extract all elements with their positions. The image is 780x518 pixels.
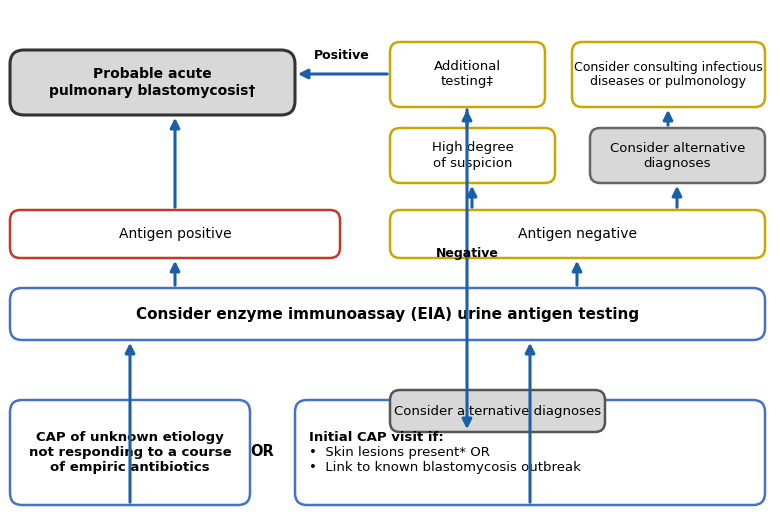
FancyBboxPatch shape <box>590 128 765 183</box>
Text: Probable acute
pulmonary blastomycosis†: Probable acute pulmonary blastomycosis† <box>49 67 256 97</box>
FancyBboxPatch shape <box>10 400 250 505</box>
Text: •  Skin lesions present* OR: • Skin lesions present* OR <box>309 446 490 459</box>
FancyBboxPatch shape <box>572 42 765 107</box>
Text: Positive: Positive <box>314 49 370 62</box>
Text: Antigen positive: Antigen positive <box>119 227 232 241</box>
Text: Consider alternative diagnoses: Consider alternative diagnoses <box>394 405 601 418</box>
Text: High degree
of suspicion: High degree of suspicion <box>431 141 513 169</box>
Text: Additional
testing‡: Additional testing‡ <box>434 61 501 89</box>
FancyBboxPatch shape <box>390 210 765 258</box>
Text: Consider alternative
diagnoses: Consider alternative diagnoses <box>610 141 745 169</box>
Text: Initial CAP visit if:: Initial CAP visit if: <box>309 431 444 444</box>
FancyBboxPatch shape <box>390 128 555 183</box>
FancyBboxPatch shape <box>10 50 295 115</box>
Text: Negative: Negative <box>435 247 498 260</box>
Text: CAP of unknown etiology
not responding to a course
of empiric antibiotics: CAP of unknown etiology not responding t… <box>29 431 232 474</box>
FancyBboxPatch shape <box>295 400 765 505</box>
FancyBboxPatch shape <box>390 42 545 107</box>
Text: OR: OR <box>250 444 274 459</box>
Text: Antigen negative: Antigen negative <box>518 227 637 241</box>
Text: •  Link to known blastomycosis outbreak: • Link to known blastomycosis outbreak <box>309 461 581 474</box>
FancyBboxPatch shape <box>10 288 765 340</box>
Text: Consider enzyme immunoassay (EIA) urine antigen testing: Consider enzyme immunoassay (EIA) urine … <box>136 307 639 322</box>
Text: Consider consulting infectious
diseases or pulmonology: Consider consulting infectious diseases … <box>574 61 763 89</box>
FancyBboxPatch shape <box>390 390 605 432</box>
FancyBboxPatch shape <box>10 210 340 258</box>
